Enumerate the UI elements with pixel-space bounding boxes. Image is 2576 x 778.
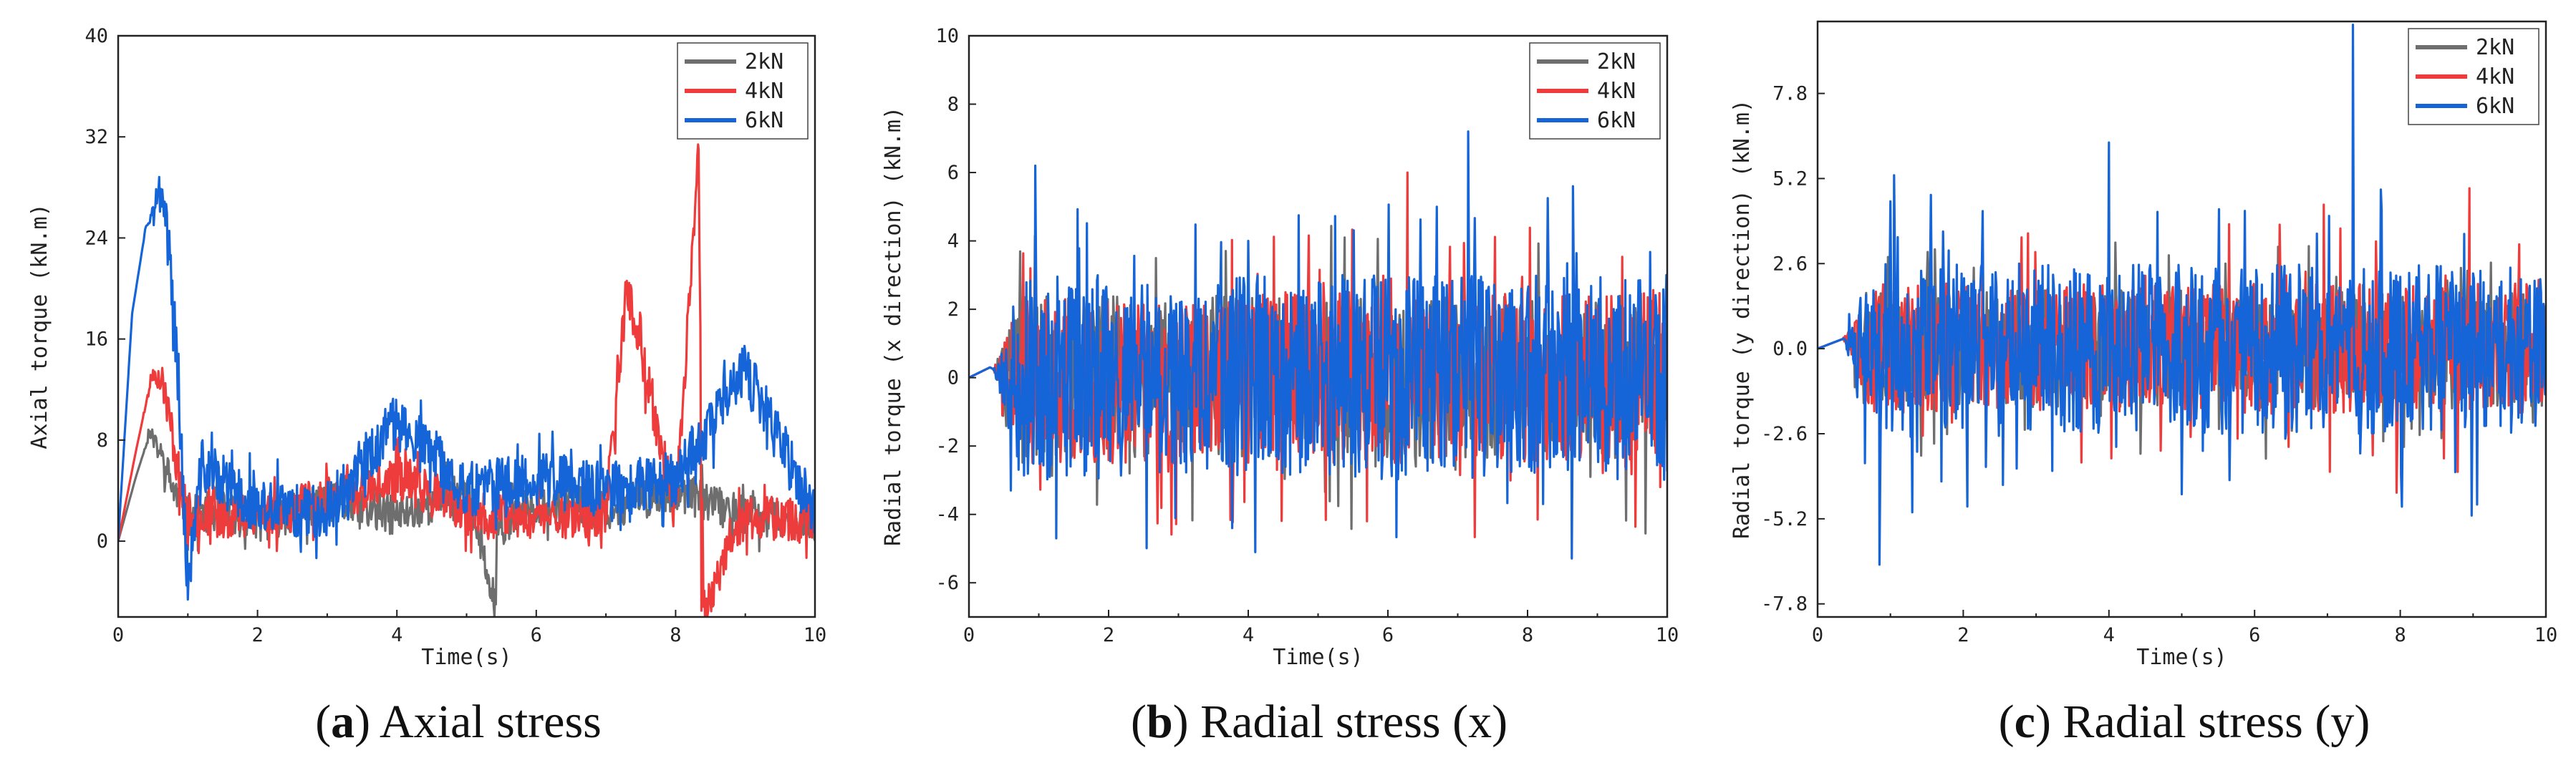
y-tick-label: -6 [935,572,959,594]
y-tick-label: -4 [935,504,959,526]
chart-panel-b: 0 2 4 6 8 10 -6 -4 -2 0 2 4 6 8 10 Time(s) Radial torque… [881,25,1679,748]
series-group [1818,24,2546,566]
x-axis-label: Time(s) [1273,645,1363,670]
caption-text: Axial stress [380,696,602,748]
series-line-6kN [1818,24,2546,566]
y-tick-label: 5.2 [1772,167,1808,190]
caption-text: Radial stress (y) [2063,696,2370,748]
legend-label-6kN: 6kN [1597,108,1636,133]
x-tick-label: 8 [2394,624,2406,646]
caption-letter: b [1147,696,1173,748]
legend-label-2kN: 2kN [1597,49,1636,74]
x-tick-label: 0 [112,624,124,646]
y-tick-label: 40 [85,25,108,47]
caption-letter: c [2015,696,2035,748]
x-tick-label: 0 [1812,624,1823,646]
y-tick-label: 8 [947,94,959,116]
legend: 2kN 4kN 6kN [2408,28,2539,125]
y-tick-label: 24 [85,227,108,249]
y-tick-label: 4 [947,230,959,253]
chart-panel-c: 0 2 4 6 8 10 -7.8 -5.2 -2.6 0.0 2.6 5.2 7.8 Time(s) Ra… [1730,20,2558,748]
x-axis-label: Time(s) [2136,645,2227,670]
y-tick-label: 2.6 [1772,253,1808,275]
y-tick-label: 0.0 [1772,338,1808,360]
x-tick-label: 4 [2103,624,2115,646]
legend-label-2kN: 2kN [745,49,783,74]
y-tick-label: -7.8 [1761,593,1808,616]
y-axis-label: Radial torque (y direction) (kN.m) [1730,99,1755,539]
caption-text: Radial stress (x) [1200,696,1508,748]
series-group [118,143,815,617]
legend: 2kN 4kN 6kN [1529,42,1661,140]
y-tick-label: 7.8 [1772,83,1808,105]
legend-label-4kN: 4kN [1597,79,1636,104]
x-tick-label: 2 [251,624,263,646]
x-tick-label: 10 [1656,624,1679,646]
y-tick-label: 16 [85,329,108,351]
legend-label-2kN: 2kN [2476,35,2514,60]
y-axis-label: Axial torque (kN.m) [27,203,52,449]
y-tick-label: -2.6 [1761,423,1808,445]
x-tick-label: 8 [1522,624,1533,646]
series-line-6kN [118,175,815,601]
y-axis-label: Radial torque (x direction) (kN.m) [881,107,906,546]
x-tick-label: 10 [804,624,827,646]
panel-caption: (a) Axial stress [315,696,602,748]
y-tick-label: 10 [935,25,959,47]
x-tick-label: 6 [1382,624,1394,646]
y-tick-label: 2 [947,298,959,321]
y-tick-label: 8 [97,429,108,452]
x-tick-label: 6 [2249,624,2260,646]
y-tick-label: 32 [85,126,108,148]
y-tick-label: -5.2 [1761,508,1808,530]
x-tick-label: 6 [531,624,542,646]
series-group [969,130,1667,560]
caption-letter: a [331,696,354,748]
x-axis-label: Time(s) [421,645,511,670]
x-tick-label: 4 [1243,624,1254,646]
legend: 2kN 4kN 6kN [677,42,809,140]
y-tick-label: 6 [947,162,959,184]
legend-label-6kN: 6kN [2476,94,2514,119]
y-tick-label: -2 [935,435,959,457]
legend-label-6kN: 6kN [745,108,783,133]
y-tick-label: 0 [97,530,108,553]
x-tick-label: 4 [391,624,402,646]
series-line-6kN [969,130,1667,560]
panel-caption: (b) Radial stress (x) [1131,696,1508,748]
series-line-4kN [118,143,815,617]
y-tick-label: 0 [947,367,959,389]
legend-label-4kN: 4kN [745,79,783,104]
x-tick-label: 8 [670,624,681,646]
x-tick-label: 0 [963,624,975,646]
x-tick-label: 2 [1103,624,1114,646]
x-tick-label: 2 [1957,624,1969,646]
legend-label-4kN: 4kN [2476,64,2514,89]
panel-caption: (c) Radial stress (y) [1999,696,2370,748]
x-tick-label: 10 [2534,624,2558,646]
